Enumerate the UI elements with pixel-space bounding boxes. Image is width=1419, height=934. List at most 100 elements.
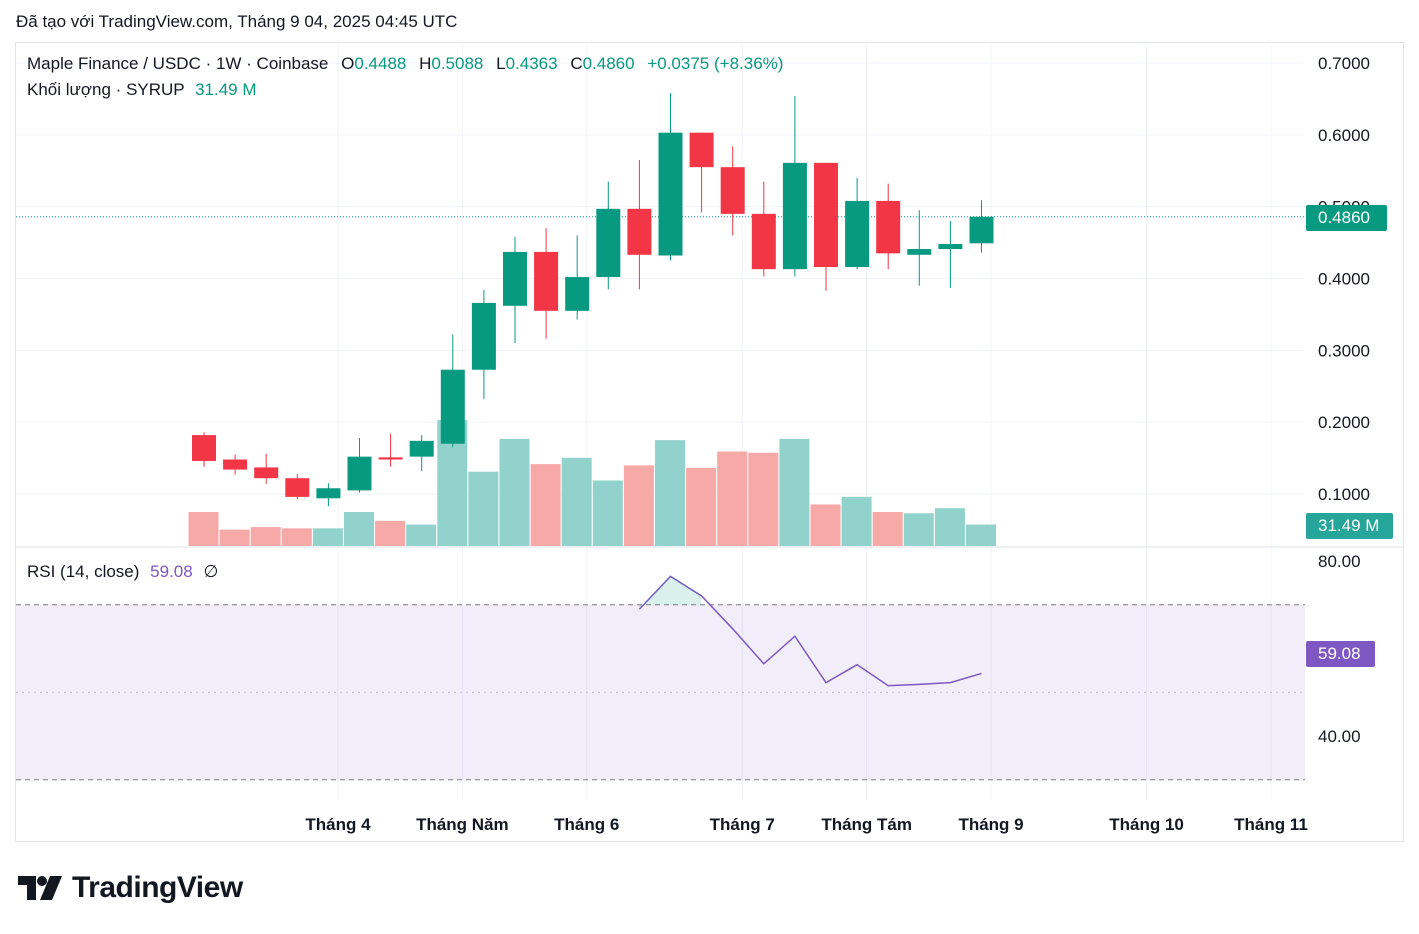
candle-body: [782, 162, 807, 270]
volume-bar: [686, 467, 717, 546]
volume-bar: [188, 511, 219, 546]
candle-body: [689, 132, 714, 168]
volume-bar: [344, 511, 374, 546]
rsi-hidden-icon[interactable]: ∅: [203, 562, 219, 581]
volume-bar: [966, 524, 996, 546]
volume-bar: [592, 480, 623, 546]
volume-bar: [717, 451, 748, 546]
volume-bar: [468, 471, 499, 546]
last-volume-tag: 31.49 M: [1306, 513, 1393, 539]
volume-bar: [903, 513, 934, 546]
rsi-band-layer: [16, 604, 1305, 781]
volume-bar: [872, 511, 903, 546]
candle-body: [316, 488, 341, 499]
price-axis-label: 0.7000: [1318, 54, 1370, 73]
rsi-label: RSI (14, close): [27, 562, 140, 581]
rsi-axis-label: 40.00: [1318, 727, 1361, 746]
symbol-title: Maple Finance / USDC · 1W · Coinbase: [27, 54, 329, 73]
low-label: L: [496, 54, 506, 73]
close-label: C: [570, 54, 583, 73]
volume-bar: [934, 508, 965, 546]
volume-bar: [530, 464, 561, 546]
last-rsi-tag: 59.08: [1306, 641, 1375, 667]
volume-bar: [499, 438, 530, 546]
candle-body: [876, 200, 901, 254]
rsi-band-background: [16, 604, 1305, 780]
candle-body: [658, 132, 683, 256]
volume-bar: [219, 529, 250, 546]
candle-body: [285, 478, 310, 497]
rsi-line-layer: [638, 575, 982, 687]
price-axis-label: 0.1000: [1318, 485, 1370, 504]
volume-bar: [250, 527, 281, 546]
open-label: O: [341, 54, 355, 73]
volume-bar: [375, 520, 406, 546]
last-price-tag: 0.4860: [1306, 205, 1387, 231]
volume-bar: [561, 457, 592, 546]
volume-bar: [623, 465, 654, 546]
candle-body: [347, 456, 372, 491]
change-value: +0.0375 (+8.36%): [647, 54, 784, 73]
candle-body: [534, 251, 559, 311]
candle-body: [596, 208, 621, 278]
candle-body: [907, 249, 932, 255]
rsi-legend: RSI (14, close) 59.08 ∅: [27, 562, 218, 582]
candlesticks: [16, 93, 1305, 507]
time-axis-label: Tháng Năm: [416, 815, 509, 834]
price-axis-label: 0.4000: [1318, 270, 1370, 289]
volume-bars: [188, 420, 996, 546]
time-axis-label: Tháng 10: [1109, 815, 1184, 834]
volume-bar: [810, 504, 841, 546]
candle-body: [720, 167, 745, 214]
price-axis-label: 0.3000: [1318, 341, 1370, 360]
volume-bar: [281, 528, 312, 546]
volume-value: 31.49 M: [195, 80, 257, 99]
high-label: H: [419, 54, 432, 73]
time-axis-label: Tháng 9: [958, 815, 1023, 834]
candle-body: [845, 200, 870, 268]
candle-body: [471, 302, 496, 370]
rsi-overbought-fill: [639, 576, 702, 610]
high-value: 0.5088: [431, 54, 484, 73]
tradingview-logo[interactable]: TradingView: [18, 868, 243, 908]
volume-bar: [655, 440, 685, 546]
low-value: 0.4363: [505, 54, 558, 73]
candle-body: [254, 467, 279, 479]
time-axis-label: Tháng 4: [305, 815, 371, 834]
time-axis-label: Tháng Tám: [821, 815, 912, 834]
candle-body: [409, 440, 434, 457]
volume-bar: [312, 528, 343, 546]
rsi-value: 59.08: [150, 562, 193, 581]
candle-body: [565, 277, 590, 311]
candle-body: [223, 459, 248, 470]
candle-body: [440, 369, 465, 444]
volume-bar: [841, 496, 872, 546]
chart-frame: [15, 42, 1404, 842]
candle-body: [938, 244, 963, 250]
volume-bar: [748, 452, 779, 546]
time-axis-label: Tháng 11: [1234, 815, 1308, 834]
candle-body: [503, 251, 527, 306]
time-axis-label: Tháng 6: [554, 815, 619, 834]
candle-body: [751, 213, 776, 270]
price-axis-label: 0.6000: [1318, 126, 1370, 145]
created-with-caption: Đã tạo với TradingView.com, Tháng 9 04, …: [16, 12, 458, 31]
price-legend: Maple Finance / USDC · 1W · Coinbase O0.…: [27, 54, 783, 74]
axis-labels: 0.70000.60000.50000.40000.30000.20000.10…: [305, 54, 1370, 834]
candle-body: [969, 216, 994, 244]
volume-legend: Khối lượng · SYRUP 31.49 M: [27, 80, 257, 100]
volume-bar: [406, 524, 437, 546]
candle-body: [378, 457, 403, 460]
time-axis-label: Tháng 7: [710, 815, 775, 834]
open-value: 0.4488: [354, 54, 407, 73]
price-axis-label: 0.2000: [1318, 413, 1370, 432]
candle-body: [627, 208, 652, 255]
rsi-axis-label: 80.00: [1318, 552, 1361, 571]
rsi-line: [638, 575, 982, 687]
close-value: 0.4860: [582, 54, 635, 73]
tradingview-logo-text: TradingView: [72, 871, 243, 904]
tradingview-logo-icon: [18, 876, 62, 900]
candle-body: [814, 162, 838, 268]
volume-bar: [779, 438, 810, 546]
